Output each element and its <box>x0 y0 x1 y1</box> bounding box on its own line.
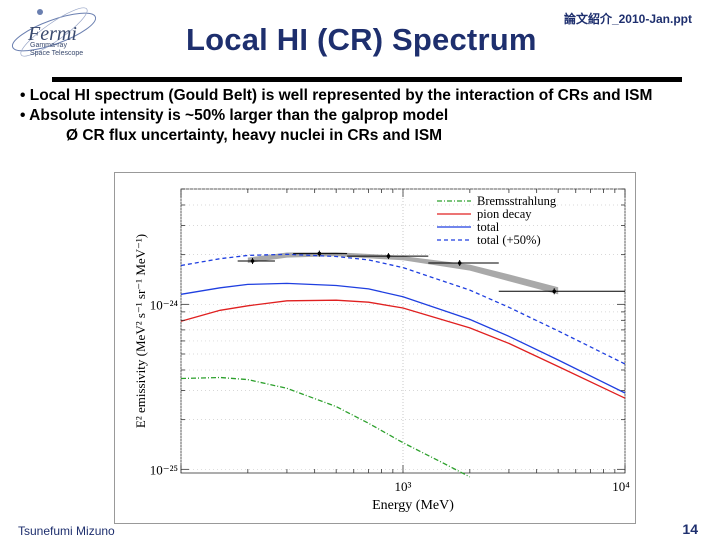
emissivity-chart: 10⁻²⁴ 10⁻²⁵ 10³ 10⁴ Energy (MeV) E² emis… <box>133 188 630 513</box>
legend-label: Bremsstrahlung <box>477 194 557 208</box>
fermi-logo: Fermi Gamma-ray Space Telescope <box>4 2 104 72</box>
x-tick-label: 10⁴ <box>612 479 630 494</box>
fermi-logo-subtitle-line2: Space Telescope <box>30 50 84 57</box>
legend-label: total <box>477 220 500 234</box>
data-point <box>317 251 322 256</box>
bullet-list: • Local HI spectrum (Gould Belt) is well… <box>20 86 700 146</box>
fermi-logo-subtitle-line1: Gamma-ray <box>30 42 67 49</box>
title-divider <box>52 77 682 82</box>
data-point <box>552 289 557 294</box>
emissivity-figure: 10⁻²⁴ 10⁻²⁵ 10³ 10⁴ Energy (MeV) E² emis… <box>114 172 636 524</box>
band-layer <box>247 252 559 295</box>
sub-bullet-item: Ø CR flux uncertainty, heavy nuclei in C… <box>66 127 443 144</box>
page-number: 14 <box>682 521 698 537</box>
author-name: Tsunefumi Mizuno <box>18 524 115 538</box>
uncertainty-band <box>247 252 559 295</box>
data-point <box>250 259 255 263</box>
bullet-item: • Absolute intensity is ~50% larger than… <box>20 107 449 124</box>
file-label: 論文紹介_2010-Jan.ppt <box>563 12 692 26</box>
slide-title: Local HI (CR) Spectrum <box>186 22 537 57</box>
grid <box>180 188 626 473</box>
data-point <box>457 261 462 265</box>
points-layer <box>237 250 625 295</box>
y-tick-label: 10⁻²⁴ <box>150 297 179 312</box>
series-line-bremsstrahlung <box>180 376 471 478</box>
series-line-total <box>180 282 626 394</box>
legend-label: total (+50%) <box>477 233 541 247</box>
fermi-logo-subtitle: Gamma-ray Space Telescope <box>30 42 100 58</box>
legend-label: pion decay <box>477 207 532 221</box>
fermi-logo-name: Fermi <box>27 23 77 45</box>
fermi-logo-graphic: Fermi <box>11 7 97 57</box>
bullet-item: • Local HI spectrum (Gould Belt) is well… <box>20 87 653 104</box>
x-tick-label: 10³ <box>395 479 412 494</box>
data-point <box>386 254 391 258</box>
series-line-pion-decay <box>180 299 626 399</box>
series-layer <box>180 253 626 478</box>
y-tick-label: 10⁻²⁵ <box>150 462 178 477</box>
series-line-total-50- <box>180 253 626 365</box>
y-axis-label: E² emissivity (MeV² s⁻¹ sr⁻¹ MeV⁻¹) <box>133 234 148 428</box>
x-axis-label: Energy (MeV) <box>372 498 454 513</box>
ticks-layer <box>180 188 626 473</box>
